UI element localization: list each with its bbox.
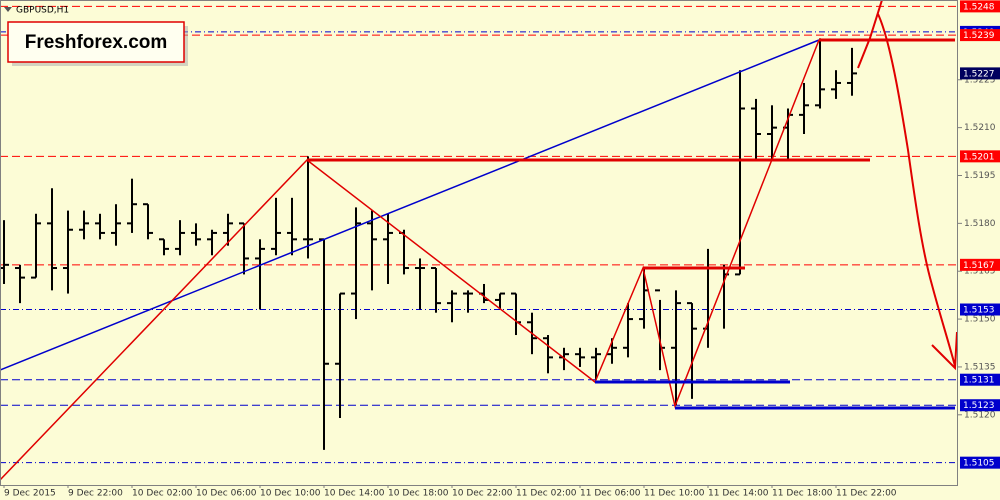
x-tick-label: 10 Dec 18:00: [388, 489, 449, 499]
y-tick-label: 1.5195: [964, 171, 996, 181]
price-label: 1.5167: [963, 261, 995, 271]
x-tick-label: 11 Dec 22:00: [836, 489, 897, 499]
price-label-box: [960, 150, 1000, 163]
zigzag: [0, 39, 820, 481]
y-tick-label: 1.5135: [964, 362, 996, 372]
x-tick-label: 10 Dec 10:00: [260, 489, 321, 499]
x-tick-label: 11 Dec 06:00: [580, 489, 641, 499]
price-label: 1.5153: [963, 306, 995, 316]
annotations: [0, 0, 958, 481]
y-tick-label: 1.5180: [964, 219, 996, 229]
forecast-arrow: [857, 0, 958, 371]
x-tick-label: 11 Dec 10:00: [644, 489, 705, 499]
x-tick-label: 11 Dec 14:00: [708, 489, 769, 499]
y-tick-label: 1.5225: [964, 75, 996, 85]
y-tick-label: 1.5120: [964, 410, 996, 420]
symbol-title: GBPUSD,H1: [16, 6, 69, 16]
price-label-box: [960, 456, 1000, 469]
logo-box: [7, 21, 185, 63]
x-tick-label: 10 Dec 22:00: [452, 489, 513, 499]
price-label: 1.5248: [963, 2, 995, 12]
price-label: 1.5131: [963, 376, 995, 386]
price-label-box: [960, 0, 1000, 13]
price-label-box: [960, 29, 1000, 42]
x-tick-label: 11 Dec 18:00: [772, 489, 833, 499]
symbol-icon: [4, 7, 12, 12]
plot-frame: [0, 0, 958, 486]
logo-text: Freshforex.com: [25, 32, 168, 53]
y-tick-label: 1.5165: [964, 267, 996, 277]
price-label: 1.5239: [963, 31, 995, 41]
y-tick-label: 1.5150: [964, 315, 996, 325]
price-label-box: [960, 373, 1000, 386]
x-tick-label: 10 Dec 02:00: [132, 489, 193, 499]
x-tick-label: 11 Dec 02:00: [516, 489, 577, 499]
x-tick-label: 10 Dec 14:00: [324, 489, 385, 499]
levels-layer: 1.52481.52401.52391.52011.51671.51531.51…: [0, 0, 1000, 469]
x-tick-label: 9 Dec 2015: [4, 489, 56, 499]
price-label: 1.5123: [963, 401, 995, 411]
axis-layer: 1.5120 1.5135 1.5150 1.5165 1.5180 1.5195 1.52…: [3, 75, 996, 499]
price-label: 1.5201: [963, 152, 995, 162]
price-label-box: [960, 399, 1000, 412]
price-label-box: [960, 258, 1000, 271]
x-tick-label: 9 Dec 22:00: [68, 489, 123, 499]
price-label: 1.5227: [963, 69, 995, 79]
price-label: 1.5105: [963, 459, 995, 469]
price-label-box: [960, 303, 1000, 316]
y-tick-label: 1.5210: [964, 123, 996, 133]
trend-line: [0, 39, 820, 371]
price-label-box: [960, 67, 1000, 80]
x-tick-label: 10 Dec 06:00: [196, 489, 257, 499]
